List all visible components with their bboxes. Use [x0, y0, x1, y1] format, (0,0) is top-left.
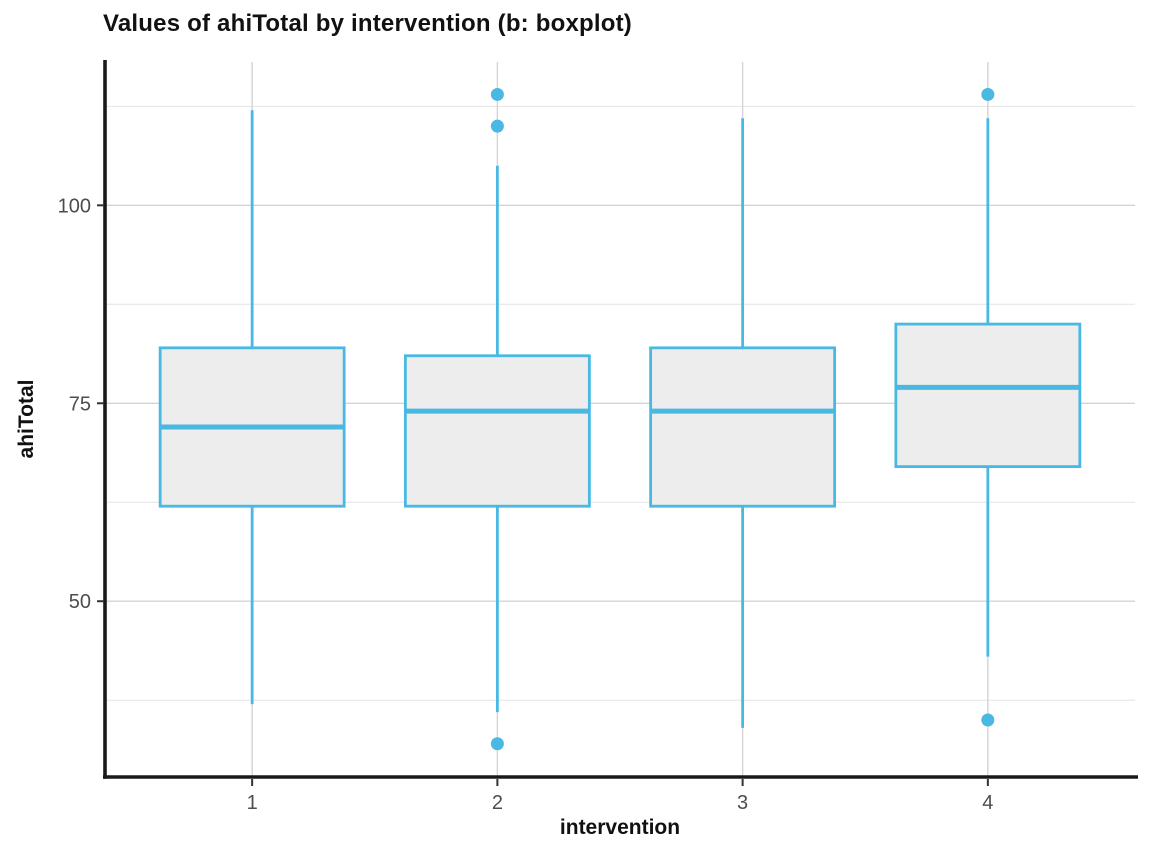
outlier-point: [490, 87, 504, 101]
box-intervention-3: [649, 346, 837, 508]
y-tick-label: 75: [69, 393, 91, 415]
outlier-point: [981, 713, 995, 727]
x-axis-title: intervention: [559, 816, 681, 839]
box-intervention-4: [894, 322, 1082, 469]
y-tick-label: 100: [58, 195, 91, 217]
outlier-point: [981, 87, 995, 101]
outlier-point: [490, 737, 504, 751]
y-tick-label: 50: [69, 591, 91, 613]
chart-title: Values of ahiTotal by intervention (b: b…: [103, 10, 632, 37]
outlier-point: [490, 119, 504, 133]
x-tick-label: 3: [737, 792, 748, 814]
box-intervention-2: [403, 354, 591, 508]
x-tick-label: 2: [492, 792, 503, 814]
x-tick-label: 4: [982, 792, 993, 814]
x-tick-label: 1: [247, 792, 258, 814]
